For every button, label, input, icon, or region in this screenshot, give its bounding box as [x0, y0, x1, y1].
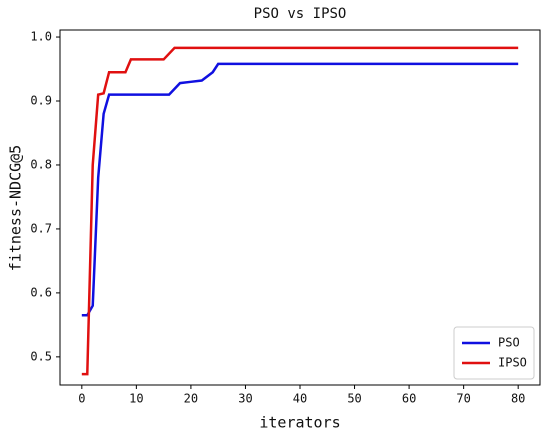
chart-title: PSO vs IPSO [254, 6, 347, 22]
x-tick-label: 30 [238, 392, 252, 406]
y-tick-label: 0.6 [30, 285, 52, 299]
x-tick-label: 70 [456, 392, 470, 406]
legend-box [453, 326, 535, 380]
x-tick-label: 40 [293, 392, 307, 406]
y-tick-label: 0.5 [30, 349, 52, 363]
x-axis-label: iterators [259, 414, 340, 432]
x-tick-label: 20 [184, 392, 198, 406]
plot-frame [59, 29, 541, 386]
legend-label: PSO [498, 336, 520, 350]
x-tick-label: 80 [511, 392, 525, 406]
line [81, 62, 519, 317]
y-tick-label: 0.9 [30, 94, 52, 108]
x-tick-label: 0 [78, 392, 85, 406]
legend-label: IPSO [498, 356, 527, 370]
x-tick-label: 10 [129, 392, 143, 406]
y-tick-label: 1.0 [30, 30, 52, 44]
line [81, 46, 519, 376]
x-tick-label: 60 [402, 392, 416, 406]
y-tick-label: 0.8 [30, 157, 52, 171]
x-tick-label: 50 [347, 392, 361, 406]
y-tick-label: 0.7 [30, 221, 52, 235]
y-axis-label: fitness-NDCG@5 [7, 145, 25, 271]
